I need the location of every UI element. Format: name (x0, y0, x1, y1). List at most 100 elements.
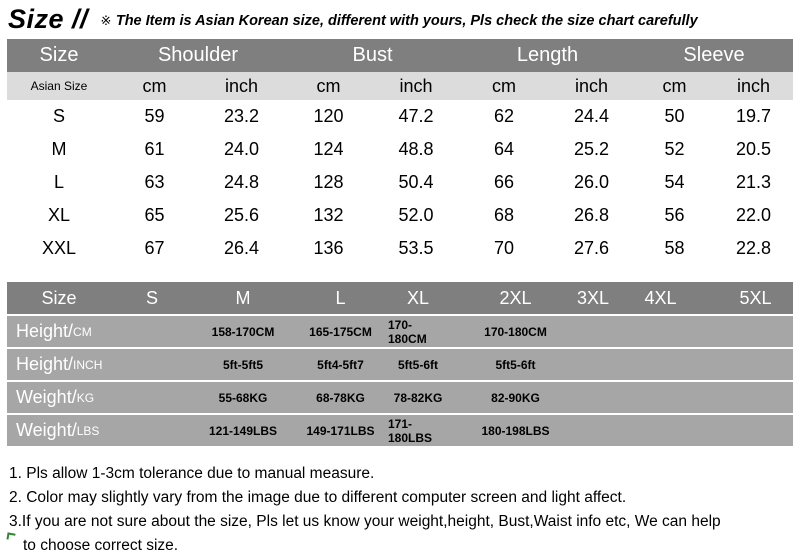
row-label-text: Height/ (16, 321, 74, 341)
measurement-cell: 52 (664, 139, 685, 159)
measurement-cell: 48.8 (398, 139, 434, 159)
measurement-cell: 23.2 (223, 106, 260, 126)
fit-guide-size-2xl: 2XL (499, 287, 532, 308)
asian-size-label: Asian Size (30, 79, 88, 93)
measurement-cell: 26.4 (223, 238, 260, 258)
table-row: Weight/LBS 121-149LBS 149-171LBS 171-180LBS… (7, 415, 793, 446)
row-label-text: Weight/ (16, 387, 77, 407)
fit-guide-value-cell (111, 349, 193, 380)
fit-guide-size-xl: XL (406, 287, 430, 308)
page-title: Size // ※ The Item is Asian Korean size,… (8, 4, 698, 38)
row-label-unit: LBS (76, 423, 100, 438)
notes-section: 1. Pls allow 1-3cm tolerance due to manu… (9, 462, 721, 558)
row-label-unit: CM (73, 324, 92, 339)
row-label-unit: INCH (73, 357, 103, 372)
green-tick-mark (6, 532, 16, 541)
fit-guide-value-cell (583, 349, 603, 380)
unit-cm: cm (662, 75, 687, 96)
note-line: 3.If you are not sure about the size, Pl… (9, 513, 721, 530)
fit-guide-row-label: Weight/LBS (7, 415, 111, 446)
unit-inch: inch (574, 75, 609, 96)
size-cell: S (52, 106, 65, 126)
fit-guide-value-cell (583, 415, 603, 446)
table-row: XXL 67 26.4 136 53.5 70 27.6 58 22.8 (7, 232, 793, 265)
size-heading: Size // (8, 4, 89, 34)
measurement-cell: 22.8 (735, 238, 772, 258)
size-cell: M (51, 139, 67, 159)
column-header-length: Length (516, 44, 579, 66)
fit-guide-size-label: Size (41, 287, 77, 308)
table-row: Weight/KG 55-68KG 68-78KG 78-82KG 82-90KG (7, 382, 793, 413)
fit-guide-row-label: Weight/KG (7, 382, 111, 413)
measurement-cell: 22.0 (735, 205, 772, 225)
table-row: S 59 23.2 120 47.2 62 24.4 50 19.7 (7, 100, 793, 133)
table-row: XL 65 25.6 132 52.0 68 26.8 56 22.0 (7, 199, 793, 232)
fit-guide-value-cell (603, 415, 718, 446)
fit-guide-row-label: Height/CM (7, 316, 111, 347)
column-header-size: Size (39, 44, 79, 66)
fit-guide-value-cell: 82-90KG (491, 390, 540, 405)
note-line: 2. Color may slightly vary from the imag… (9, 489, 627, 506)
measurement-cell: 67 (144, 238, 165, 258)
fit-guide-value-cell (718, 415, 793, 446)
row-label-text: Height/ (16, 354, 74, 374)
fit-guide-value-cell: 5ft5-6ft (495, 357, 536, 372)
fit-guide-value-cell: 5ft-5ft5 (222, 357, 263, 372)
fit-guide-value-cell: 165-175CM (309, 324, 372, 339)
measurement-cell: 24.8 (223, 172, 260, 192)
measurement-cell: 52.0 (398, 205, 434, 225)
measurement-cell: 26.0 (573, 172, 610, 192)
measurement-cell: 25.6 (223, 205, 260, 225)
fit-guide-size-m: M (235, 287, 251, 308)
fit-guide-size-5xl: 5XL (739, 287, 772, 308)
measurement-cell: 61 (144, 139, 165, 159)
fit-guide-value-cell: 180-198LBS (481, 423, 550, 438)
fit-guide-size-l: L (335, 287, 346, 308)
row-label-unit: KG (76, 390, 95, 405)
fit-guide-value-cell: 5ft4-5ft7 (317, 357, 364, 372)
size-cell: L (53, 172, 64, 192)
measurement-cell: 50 (664, 106, 685, 126)
fit-guide-body: Height/CM 158-170CM 165-175CM 170-180CM 170-… (7, 316, 793, 446)
measurement-cell: 64 (493, 139, 515, 159)
fit-guide-value-cell: 170-180CM (388, 317, 427, 346)
table-row: M 61 24.0 124 48.8 64 25.2 52 20.5 (7, 133, 793, 166)
note-line: 1. Pls allow 1-3cm tolerance due to manu… (9, 465, 375, 482)
size-chart-body: S 59 23.2 120 47.2 62 24.4 50 19.7 M 61 24.0 124 48.8… (7, 100, 793, 265)
measurement-cell: 53.5 (398, 238, 434, 258)
fit-guide-value-cell (603, 316, 718, 347)
measurement-cell: 24.4 (573, 106, 610, 126)
fit-guide-value-cell: 149-171LBS (306, 423, 375, 438)
fit-guide-value-cell: 158-170CM (211, 324, 275, 339)
column-header-sleeve: Sleeve (683, 44, 745, 66)
size-warning-note: The Item is Asian Korean size, different… (115, 13, 698, 29)
reference-mark: ※ (100, 13, 112, 28)
fit-guide-value-cell: 55-68KG (218, 390, 268, 405)
fit-guide-table: Size S M L XL 2XL 3XL 4XL 5XL Height/CM 1… (7, 282, 793, 446)
measurement-cell: 70 (493, 238, 515, 258)
measurement-cell: 50.4 (398, 172, 434, 192)
measurement-cell: 47.2 (398, 106, 434, 126)
measurement-cell: 63 (144, 172, 165, 192)
column-header-shoulder: Shoulder (157, 44, 239, 66)
fit-guide-value-cell: 5ft5-6ft (397, 357, 438, 372)
unit-cm: cm (316, 75, 341, 96)
unit-inch: inch (399, 75, 433, 96)
measurement-cell: 132 (313, 205, 344, 225)
fit-guide-value-cell (111, 316, 193, 347)
fit-guide-value-cell (718, 382, 793, 413)
size-cell: XL (47, 205, 71, 225)
size-chart-table: Size Shoulder Bust Length Sleeve Asian S… (7, 39, 793, 265)
measurement-cell: 56 (664, 205, 685, 225)
fit-guide-value-cell (718, 349, 793, 380)
measurement-cell: 128 (313, 172, 344, 192)
measurement-cell: 65 (144, 205, 165, 225)
row-label-text: Weight/ (16, 420, 77, 440)
fit-guide-value-cell: 170-180CM (484, 324, 547, 339)
size-cell: XXL (41, 238, 77, 258)
table-row: Height/INCH 5ft-5ft5 5ft4-5ft7 5ft5-6ft 5ft5… (7, 349, 793, 380)
measurement-cell: 20.5 (735, 139, 772, 159)
measurement-cell: 124 (313, 139, 344, 159)
measurement-cell: 136 (313, 238, 344, 258)
fit-guide-value-cell: 171-180LBS (388, 416, 433, 445)
